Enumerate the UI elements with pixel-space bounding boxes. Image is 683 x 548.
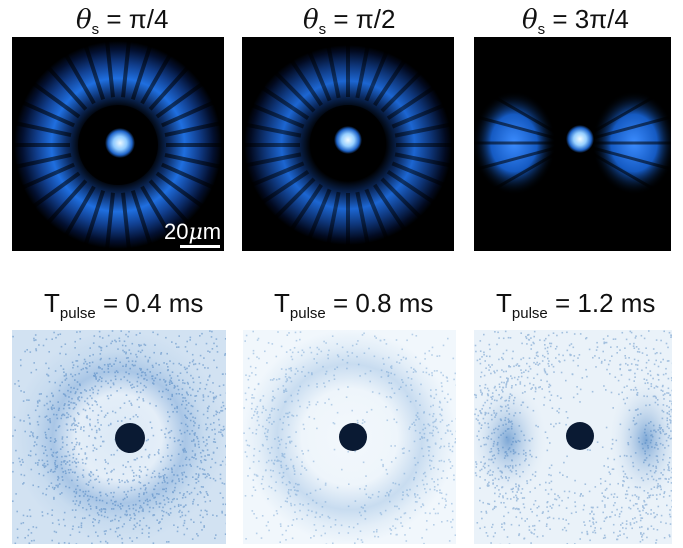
- panel-bottom-1: [12, 330, 226, 544]
- label-value: = 1.2 ms: [547, 288, 656, 318]
- ring-image-pi-over-2: [242, 37, 454, 251]
- subscript-s: s: [91, 21, 100, 38]
- scale-bar-label: 20μm: [164, 219, 222, 245]
- theta-symbol: θ: [303, 5, 319, 35]
- label-theta-3pi-over-4: θs = 3π/4: [522, 6, 629, 37]
- speckle-image-0-8: [243, 330, 456, 544]
- subscript-s: s: [537, 21, 546, 38]
- label-tpulse-0-8: Tpulse = 0.8 ms: [274, 290, 433, 321]
- ring-image-3pi-over-4: [474, 37, 671, 251]
- subscript-pulse: pulse: [511, 305, 548, 322]
- label-tpulse-1-2: Tpulse = 1.2 ms: [496, 290, 655, 321]
- subscript-pulse: pulse: [59, 305, 96, 322]
- label-value: = π/2: [326, 4, 396, 34]
- speckle-image-0-4: [12, 330, 226, 544]
- theta-symbol: θ: [522, 5, 538, 35]
- t-symbol: T: [496, 288, 512, 318]
- label-value: = 0.8 ms: [325, 288, 434, 318]
- label-value: = π/4: [99, 4, 169, 34]
- label-value: = 3π/4: [545, 4, 629, 34]
- scale-bar: 20μm: [162, 217, 222, 251]
- panel-top-2: [242, 37, 454, 251]
- scale-bar-line: [180, 245, 220, 248]
- panel-bottom-2: [243, 330, 456, 544]
- panel-top-1: 20μm: [12, 37, 224, 251]
- subscript-pulse: pulse: [289, 305, 326, 322]
- theta-symbol: θ: [76, 5, 92, 35]
- panel-top-3: [474, 37, 671, 251]
- label-tpulse-0-4: Tpulse = 0.4 ms: [44, 290, 203, 321]
- label-value: = 0.4 ms: [95, 288, 204, 318]
- speckle-image-1-2: [474, 330, 672, 544]
- label-theta-pi-over-2: θs = π/2: [303, 6, 395, 37]
- label-theta-pi-over-4: θs = π/4: [76, 6, 168, 37]
- subscript-s: s: [318, 21, 327, 38]
- panel-bottom-3: [474, 330, 672, 544]
- ring-image-pi-over-4: [12, 37, 224, 251]
- t-symbol: T: [44, 288, 60, 318]
- t-symbol: T: [274, 288, 290, 318]
